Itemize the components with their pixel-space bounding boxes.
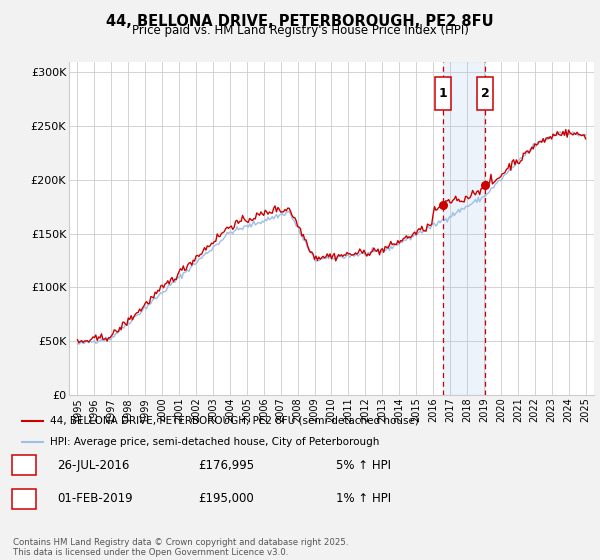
Text: 01-FEB-2019: 01-FEB-2019	[57, 492, 133, 506]
Text: 5% ↑ HPI: 5% ↑ HPI	[336, 459, 391, 472]
Text: 44, BELLONA DRIVE, PETERBOROUGH, PE2 8FU (semi-detached house): 44, BELLONA DRIVE, PETERBOROUGH, PE2 8FU…	[50, 416, 419, 426]
Text: 1: 1	[20, 459, 28, 472]
Text: HPI: Average price, semi-detached house, City of Peterborough: HPI: Average price, semi-detached house,…	[50, 437, 379, 447]
Text: £195,000: £195,000	[198, 492, 254, 506]
Text: 44, BELLONA DRIVE, PETERBOROUGH, PE2 8FU: 44, BELLONA DRIVE, PETERBOROUGH, PE2 8FU	[106, 14, 494, 29]
Text: 1: 1	[439, 87, 447, 100]
Text: 2: 2	[20, 492, 28, 506]
Bar	[443, 62, 485, 395]
Text: 26-JUL-2016: 26-JUL-2016	[57, 459, 130, 472]
FancyBboxPatch shape	[478, 77, 493, 110]
Text: £176,995: £176,995	[198, 459, 254, 472]
FancyBboxPatch shape	[435, 77, 451, 110]
Text: 1% ↑ HPI: 1% ↑ HPI	[336, 492, 391, 506]
Text: 2: 2	[481, 87, 490, 100]
Text: Price paid vs. HM Land Registry's House Price Index (HPI): Price paid vs. HM Land Registry's House …	[131, 24, 469, 37]
Text: Contains HM Land Registry data © Crown copyright and database right 2025.
This d: Contains HM Land Registry data © Crown c…	[13, 538, 349, 557]
